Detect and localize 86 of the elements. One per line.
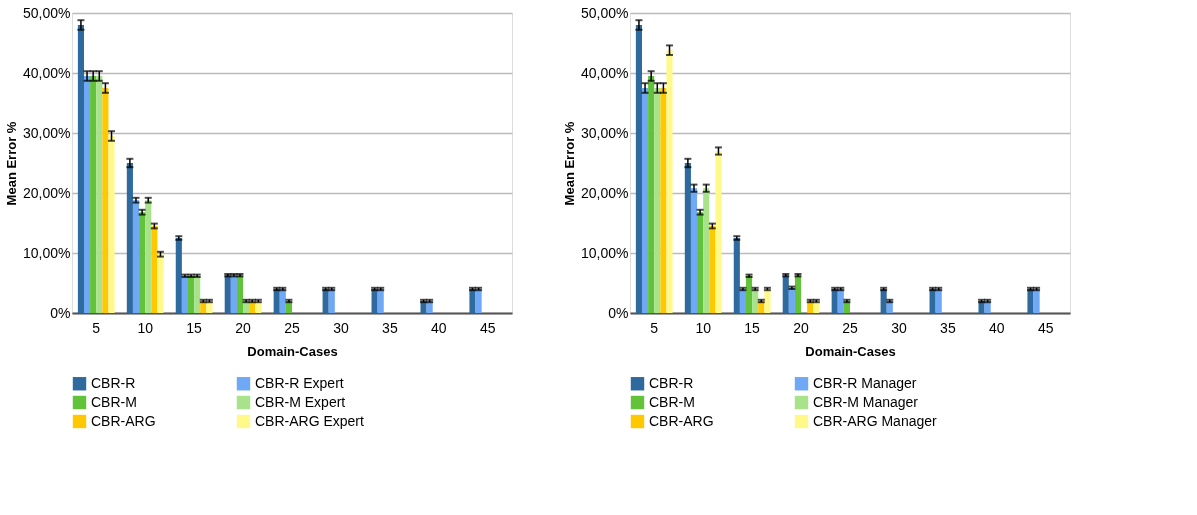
bar xyxy=(377,289,384,313)
bar xyxy=(230,275,237,313)
bar xyxy=(739,289,746,313)
x-tick-label: 10 xyxy=(137,319,154,336)
bar xyxy=(746,275,753,313)
bar xyxy=(224,275,231,313)
x-tick-label: 20 xyxy=(793,319,810,336)
y-tick-label: 50,00% xyxy=(581,4,629,21)
bar xyxy=(371,289,378,313)
bar xyxy=(475,289,482,313)
x-axis-title: Domain-Cases xyxy=(805,343,896,359)
y-tick-label: 20,00% xyxy=(581,184,629,201)
bar xyxy=(108,136,115,313)
bar xyxy=(684,163,691,313)
x-tick-label: 15 xyxy=(744,319,761,336)
bar xyxy=(1027,289,1034,313)
bar xyxy=(654,88,661,313)
legend-label: CBR-R Manager xyxy=(813,374,917,391)
x-tick-label: 30 xyxy=(333,319,349,336)
bar xyxy=(194,275,201,313)
y-tick-label: 50,00% xyxy=(23,4,71,21)
y-tick-label: 40,00% xyxy=(581,64,629,81)
bar xyxy=(641,88,649,313)
bar xyxy=(648,76,655,313)
bar xyxy=(752,289,759,313)
x-tick-label: 25 xyxy=(284,319,300,336)
y-tick-label: 40,00% xyxy=(23,64,71,81)
x-axis-title: Domain-Cases xyxy=(247,343,338,359)
bar xyxy=(328,289,335,313)
bar xyxy=(96,76,103,313)
y-axis-title: Mean Error % xyxy=(4,121,20,206)
x-tick-label: 40 xyxy=(431,319,447,336)
bar xyxy=(635,25,642,313)
x-tick-label: 30 xyxy=(891,319,907,336)
y-tick-label: 10,00% xyxy=(581,244,629,261)
legend-label: CBR-R xyxy=(649,374,694,391)
bar xyxy=(102,88,109,313)
bar xyxy=(322,289,329,313)
y-tick-label: 30,00% xyxy=(23,124,71,141)
x-tick-label: 15 xyxy=(186,319,203,336)
bar xyxy=(83,76,91,313)
bar xyxy=(935,289,942,313)
bar xyxy=(469,289,476,313)
bar xyxy=(273,289,280,313)
x-tick-label: 45 xyxy=(1037,319,1054,336)
bar xyxy=(236,275,244,313)
bar xyxy=(733,238,740,313)
bar xyxy=(90,76,97,313)
bar xyxy=(794,275,802,313)
y-tick-label: 10,00% xyxy=(23,244,71,261)
x-tick-label: 40 xyxy=(989,319,1005,336)
x-tick-label: 35 xyxy=(382,319,398,336)
bar xyxy=(175,238,182,313)
bar xyxy=(660,88,667,313)
bar xyxy=(188,275,195,313)
y-tick-label: 0% xyxy=(608,304,629,321)
bar xyxy=(788,287,795,313)
bar xyxy=(782,275,789,313)
legend-label: CBR-M xyxy=(91,393,137,410)
legend-label: CBR-R xyxy=(91,374,136,391)
bar xyxy=(77,25,84,313)
legend-label: CBR-ARG xyxy=(649,412,714,429)
legend-label: CBR-M xyxy=(649,393,695,410)
y-tick-label: 30,00% xyxy=(581,124,629,141)
x-tick-label: 25 xyxy=(842,319,858,336)
y-tick-label: 20,00% xyxy=(23,184,71,201)
x-tick-label: 10 xyxy=(695,319,712,336)
x-tick-label: 45 xyxy=(479,319,496,336)
bar xyxy=(666,50,673,313)
y-tick-label: 0% xyxy=(50,304,71,321)
legend-label: CBR-M Manager xyxy=(813,393,919,410)
bar xyxy=(1033,289,1040,313)
y-axis-title: Mean Error % xyxy=(562,121,578,206)
x-tick-label: 5 xyxy=(650,319,659,336)
bar xyxy=(126,163,133,313)
bar xyxy=(831,289,838,313)
x-tick-label: 20 xyxy=(235,319,252,336)
bar xyxy=(181,275,188,313)
legend-label: CBR-ARG Expert xyxy=(255,412,365,429)
x-tick-label: 5 xyxy=(92,319,101,336)
legend-label: CBR-ARG xyxy=(91,412,156,429)
bar xyxy=(929,289,936,313)
legend-label: CBR-R Expert xyxy=(255,374,344,391)
legend-label: CBR-M Expert xyxy=(255,393,346,410)
x-tick-label: 35 xyxy=(940,319,956,336)
legend-label: CBR-ARG Manager xyxy=(813,412,938,429)
